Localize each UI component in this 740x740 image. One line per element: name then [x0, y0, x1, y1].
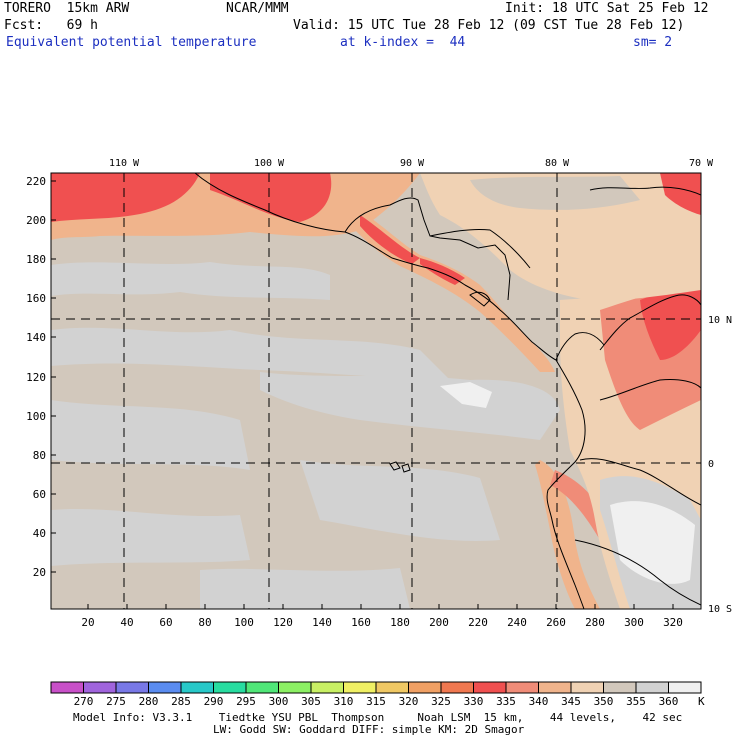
colorbar-swatch — [148, 681, 182, 694]
colorbar-unit: K — [698, 695, 705, 708]
y-tick-label: 160 — [26, 292, 46, 305]
longitude-label: 70 W — [689, 158, 714, 169]
colorbar-label: 295 — [236, 695, 256, 708]
longitude-label: 110 W — [109, 158, 140, 169]
colorbar-swatch — [505, 681, 539, 694]
colorbar-swatch — [180, 681, 214, 694]
model-info: Model Info: V3.3.1 Tiedtke YSU PBL Thomp… — [73, 711, 683, 724]
colorbar-label: 350 — [594, 695, 614, 708]
colorbar-swatch — [570, 681, 604, 694]
graticule — [51, 173, 701, 609]
colorbar-label: 325 — [431, 695, 451, 708]
x-tick-label: 260 — [546, 616, 566, 629]
x-tick-label: 60 — [159, 616, 172, 629]
colorbar-swatch — [310, 681, 344, 694]
y-tick-label: 220 — [26, 175, 46, 188]
colorbar-swatch — [668, 681, 702, 694]
colorbar-label: 355 — [626, 695, 646, 708]
colorbar-label: 290 — [204, 695, 224, 708]
physics-info: LW: Godd SW: Goddard DIFF: simple KM: 2D… — [213, 723, 525, 736]
level-label: at k-index = 44 — [340, 35, 466, 50]
colorbar-swatch — [603, 681, 637, 694]
colorbar-swatch — [375, 681, 409, 694]
y-tick-label: 100 — [26, 410, 46, 423]
x-tick-label: 180 — [390, 616, 410, 629]
y-tick-label: 20 — [33, 566, 46, 579]
colorbar-label: 360 — [659, 695, 679, 708]
x-tick-label: 140 — [312, 616, 332, 629]
theta-e-field — [51, 173, 701, 609]
colorbar-swatch — [213, 681, 247, 694]
y-tick-label: 80 — [33, 449, 46, 462]
latitude-label: 10 S — [708, 604, 732, 615]
init-time: Init: 18 UTC Sat 25 Feb 12 — [505, 1, 709, 16]
colorbar-swatch — [115, 681, 149, 694]
x-tick-label: 20 — [81, 616, 94, 629]
y-tick-label: 180 — [26, 253, 46, 266]
colorbar-label: 270 — [74, 695, 94, 708]
colorbar-label: 310 — [334, 695, 354, 708]
x-tick-label: 280 — [585, 616, 605, 629]
colorbar-label: 275 — [106, 695, 126, 708]
x-tick-label: 100 — [234, 616, 254, 629]
colorbar-swatch — [408, 681, 442, 694]
y-tick-label: 120 — [26, 371, 46, 384]
colorbar-label: 280 — [139, 695, 159, 708]
colorbar-swatch — [343, 681, 377, 694]
colorbar-label: 340 — [529, 695, 549, 708]
x-tick-label: 200 — [429, 616, 449, 629]
colorbar-swatch — [473, 681, 507, 694]
colorbar-label: 320 — [399, 695, 419, 708]
x-tick-label: 320 — [663, 616, 683, 629]
y-tick-label: 40 — [33, 527, 46, 540]
colorbar-swatch — [635, 681, 669, 694]
longitude-label: 100 W — [254, 158, 285, 169]
colorbar-labels: 270 275 280 285 290 295 300 305 310 315 320 325 330 3… — [74, 695, 679, 708]
smoothing-label: sm= 2 — [633, 35, 673, 50]
field-title: Equivalent potential temperature — [6, 35, 257, 50]
coastlines — [194, 173, 701, 609]
colorbar-swatch — [440, 681, 474, 694]
y-tick-label: 200 — [26, 214, 46, 227]
colorbar-label: 345 — [561, 695, 581, 708]
x-tick-label: 80 — [198, 616, 211, 629]
colorbar-label: 300 — [269, 695, 289, 708]
x-tick-label: 40 — [120, 616, 133, 629]
y-tick-label: 140 — [26, 331, 46, 344]
x-tick-label: 240 — [507, 616, 527, 629]
colorbar — [50, 681, 702, 694]
longitude-label: 80 W — [545, 158, 570, 169]
colorbar-swatch — [83, 681, 117, 694]
colorbar-label: 285 — [171, 695, 191, 708]
colorbar-swatch — [538, 681, 572, 694]
colorbar-label: 335 — [496, 695, 516, 708]
y-tick-label: 60 — [33, 488, 46, 501]
colorbar-label: 305 — [301, 695, 321, 708]
x-tick-label: 120 — [273, 616, 293, 629]
plot-frame — [50, 172, 702, 610]
x-tick-label: 300 — [624, 616, 644, 629]
x-tick-label: 160 — [351, 616, 371, 629]
colorbar-label: 330 — [464, 695, 484, 708]
latitude-label: 10 N — [708, 315, 732, 326]
org-label: NCAR/MMM — [226, 1, 289, 16]
colorbar-swatch — [278, 681, 312, 694]
colorbar-label: 315 — [366, 695, 386, 708]
latitude-label: 0 — [708, 459, 714, 470]
model-label: TORERO 15km ARW — [4, 1, 130, 16]
valid-time: Valid: 15 UTC Tue 28 Feb 12 (09 CST Tue … — [293, 18, 685, 33]
longitude-label: 90 W — [400, 158, 425, 169]
colorbar-swatch — [245, 681, 279, 694]
colorbar-swatch — [50, 681, 84, 694]
x-tick-label: 220 — [468, 616, 488, 629]
forecast-hour: Fcst: 69 h — [4, 18, 98, 33]
